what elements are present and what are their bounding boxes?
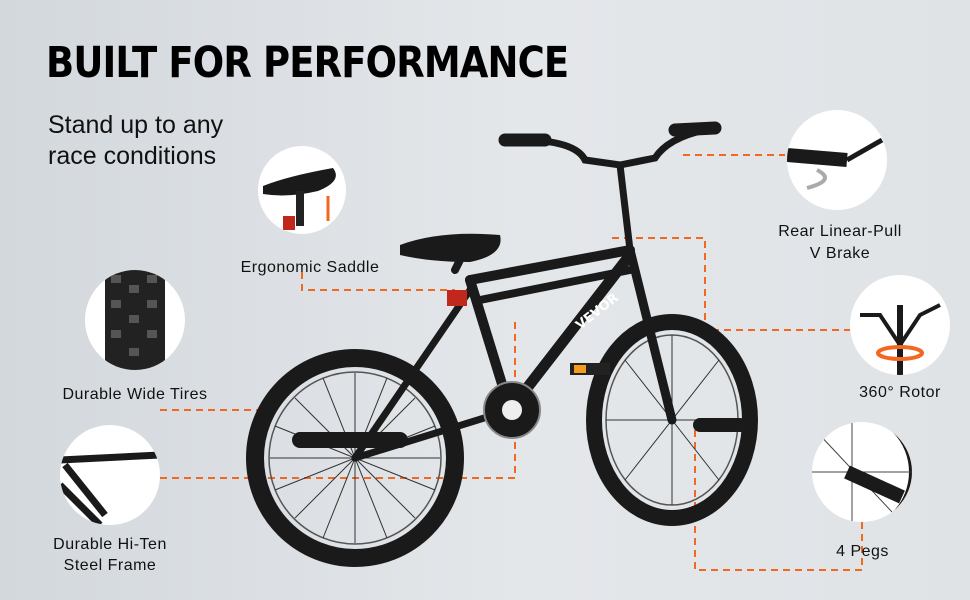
feature-label-rotor: 360° Rotor bbox=[859, 384, 941, 401]
feature-label-pegs: 4 Pegs bbox=[836, 543, 889, 560]
frame-label-line-1: Durable Hi-Ten bbox=[53, 536, 167, 553]
headline: BUILT FOR PERFORMANCE bbox=[46, 38, 569, 88]
feature-label-saddle: Ergonomic Saddle bbox=[240, 259, 380, 276]
frame-callout-line bbox=[160, 318, 516, 479]
saddle-callout-line bbox=[301, 272, 455, 291]
rotor-callout-line bbox=[612, 237, 850, 331]
feature-label-frame: Durable Hi-Ten Steel Frame bbox=[40, 534, 180, 576]
brake-label-line-1: Rear Linear-Pull bbox=[778, 223, 902, 240]
pegs-detail-image bbox=[812, 422, 912, 522]
feature-label-tires: Durable Wide Tires bbox=[62, 386, 208, 403]
frame-detail-image bbox=[60, 425, 160, 525]
feature-label-brake: Rear Linear-Pull V Brake bbox=[765, 221, 915, 265]
brake-label-line-2: V Brake bbox=[809, 245, 871, 262]
pegs-callout-line bbox=[694, 430, 863, 571]
tires-detail-image bbox=[85, 270, 185, 370]
saddle bbox=[400, 233, 501, 262]
subtitle-line-1: Stand up to any bbox=[48, 111, 224, 139]
frame-label-line-2: Steel Frame bbox=[63, 557, 157, 574]
right-grip bbox=[668, 121, 722, 137]
callout-lines bbox=[160, 154, 863, 571]
rear-reflector bbox=[447, 290, 467, 306]
brake-detail-image bbox=[787, 110, 887, 210]
subtitle: Stand up to any race conditions bbox=[48, 110, 223, 172]
rotor-detail-image bbox=[850, 275, 950, 375]
saddle-detail-image bbox=[258, 146, 346, 234]
subtitle-line-2: race conditions bbox=[48, 142, 217, 170]
